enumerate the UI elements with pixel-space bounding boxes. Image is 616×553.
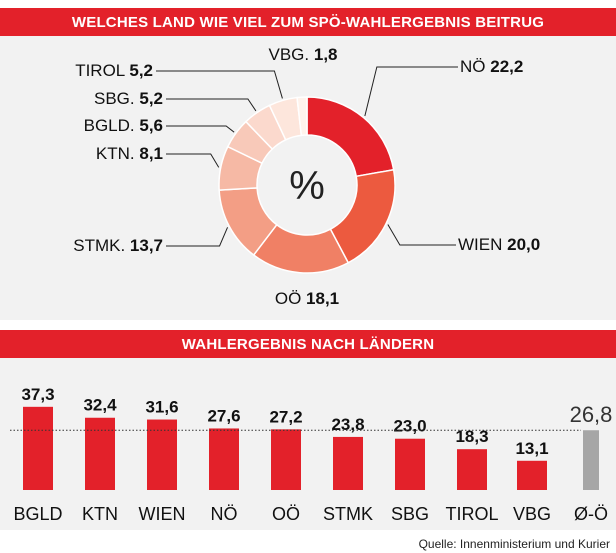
bar [517, 460, 547, 490]
donut-label-value: 5,2 [129, 61, 153, 80]
donut-label: SBG. 5,2 [94, 89, 163, 108]
bar-value-label: 27,2 [269, 407, 302, 426]
donut-label: BGLD. 5,6 [84, 116, 163, 135]
donut-label-name: WIEN [458, 235, 507, 254]
average-bar [583, 430, 599, 490]
leader-line [387, 224, 456, 246]
donut-label-name: BGLD. [84, 116, 140, 135]
bar-value-label: 18,3 [455, 427, 488, 446]
bar-value-label: 27,6 [207, 406, 240, 425]
donut-label-value: 22,2 [490, 57, 523, 76]
donut-label: STMK. 13,7 [73, 236, 163, 255]
donut-slice [296, 96, 308, 137]
donut-label-value: 5,2 [139, 89, 163, 108]
source-note: Quelle: Innenministerium und Kurier [418, 537, 610, 551]
leader-line [166, 153, 220, 168]
donut-label: TIROL 5,2 [75, 61, 153, 80]
bar-category-label: VBG [513, 504, 551, 524]
donut-label-name: NÖ [460, 57, 490, 76]
bar-category-label: SBG [391, 504, 429, 524]
donut-label: NÖ 22,2 [460, 57, 523, 76]
donut-label-name: TIROL [75, 61, 129, 80]
donut-label: WIEN 20,0 [458, 235, 540, 254]
donut-label-value: 8,1 [139, 144, 163, 163]
leader-line [156, 70, 283, 99]
bar-category-label: STMK [323, 504, 373, 524]
bar-category-label: TIROL [445, 504, 498, 524]
bar-value-label: 32,4 [83, 396, 117, 415]
donut-label-name: SBG. [94, 89, 139, 108]
donut-label-name: OÖ [275, 289, 306, 308]
average-category-label: Ø-Ö [574, 504, 608, 524]
bar [85, 417, 115, 490]
leader-line [166, 125, 235, 133]
donut-label: VBG. 1,8 [269, 45, 338, 64]
bar [209, 428, 239, 490]
bar-category-label: WIEN [139, 504, 186, 524]
donut-label: OÖ 18,1 [275, 289, 339, 308]
donut-label-value: 1,8 [314, 45, 338, 64]
donut-chart-title: WELCHES LAND WIE VIEL ZUM SPÖ-WAHLERGEBN… [0, 8, 616, 36]
bar-value-label: 23,0 [393, 417, 426, 436]
bar-category-label: NÖ [211, 504, 238, 524]
bar-value-label: 13,1 [515, 439, 548, 458]
donut-label-value: 13,7 [130, 236, 163, 255]
bar-category-label: OÖ [272, 504, 300, 524]
bar-category-label: BGLD [13, 504, 62, 524]
donut-label-name: STMK. [73, 236, 130, 255]
donut-label-value: 5,6 [139, 116, 163, 135]
leader-line [364, 66, 458, 117]
bar [457, 449, 487, 490]
donut-center-label: % [289, 164, 325, 208]
bar-value-label: 37,3 [21, 385, 54, 404]
donut-label: KTN. 8,1 [96, 144, 163, 163]
donut-label-value: 20,0 [507, 235, 540, 254]
bar [395, 438, 425, 490]
bar-category-label: KTN [82, 504, 118, 524]
donut-label-value: 18,1 [306, 289, 339, 308]
bar-chart-title: WAHLERGEBNIS NACH LÄNDERN [0, 330, 616, 358]
bar [147, 419, 177, 490]
leader-line [166, 98, 257, 112]
bar-value-label: 31,6 [145, 398, 178, 417]
bar-value-label: 23,8 [331, 415, 364, 434]
leader-line [166, 227, 229, 247]
bar [333, 436, 363, 490]
average-value-label: 26,8 [570, 402, 613, 427]
donut-label-name: KTN. [96, 144, 139, 163]
bar [271, 429, 301, 490]
donut-label-name: VBG. [269, 45, 314, 64]
bar [23, 406, 53, 490]
